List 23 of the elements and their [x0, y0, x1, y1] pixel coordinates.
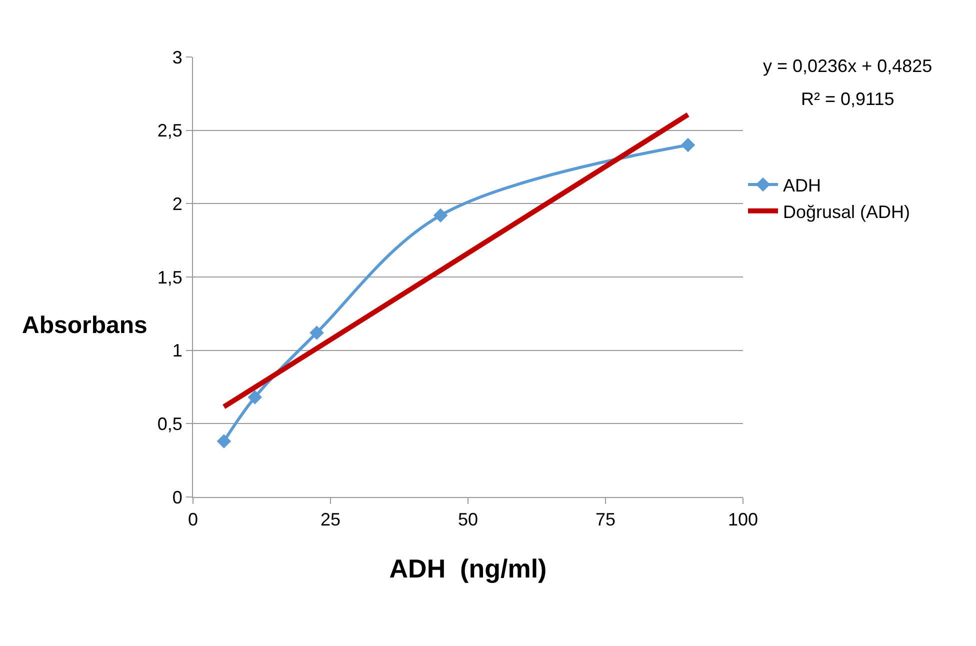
y-tick-label: 0 [172, 487, 182, 508]
y-tick-label: 2,5 [157, 120, 182, 141]
text: R² = 0,9115 [801, 89, 894, 109]
legend-label: ADH [783, 176, 822, 196]
y-tick-label: 0,5 [157, 414, 182, 434]
legend-label: Doğrusal (ADH) [783, 202, 910, 222]
point [680, 138, 696, 152]
point [216, 434, 232, 448]
point [310, 326, 324, 340]
y-tick-label: 2 [172, 194, 182, 214]
x-tick-label: 75 [595, 510, 616, 530]
text: y = 0,0236x + 0,4825 [763, 56, 932, 76]
x-tick-label: 50 [458, 510, 478, 530]
y-tick-label: 3 [172, 47, 182, 68]
point [248, 390, 262, 404]
x-tick-label: 100 [728, 510, 758, 530]
x-tick-label: 0 [188, 510, 198, 530]
x-axis-title: ADH (ng/ml) [389, 553, 547, 584]
x-tick-label: 25 [320, 510, 341, 530]
y-tick-label: 1 [172, 340, 182, 361]
y-tick-label: 1,5 [157, 267, 182, 288]
y-axis-title: Absorbans [22, 312, 148, 339]
point [433, 208, 448, 223]
